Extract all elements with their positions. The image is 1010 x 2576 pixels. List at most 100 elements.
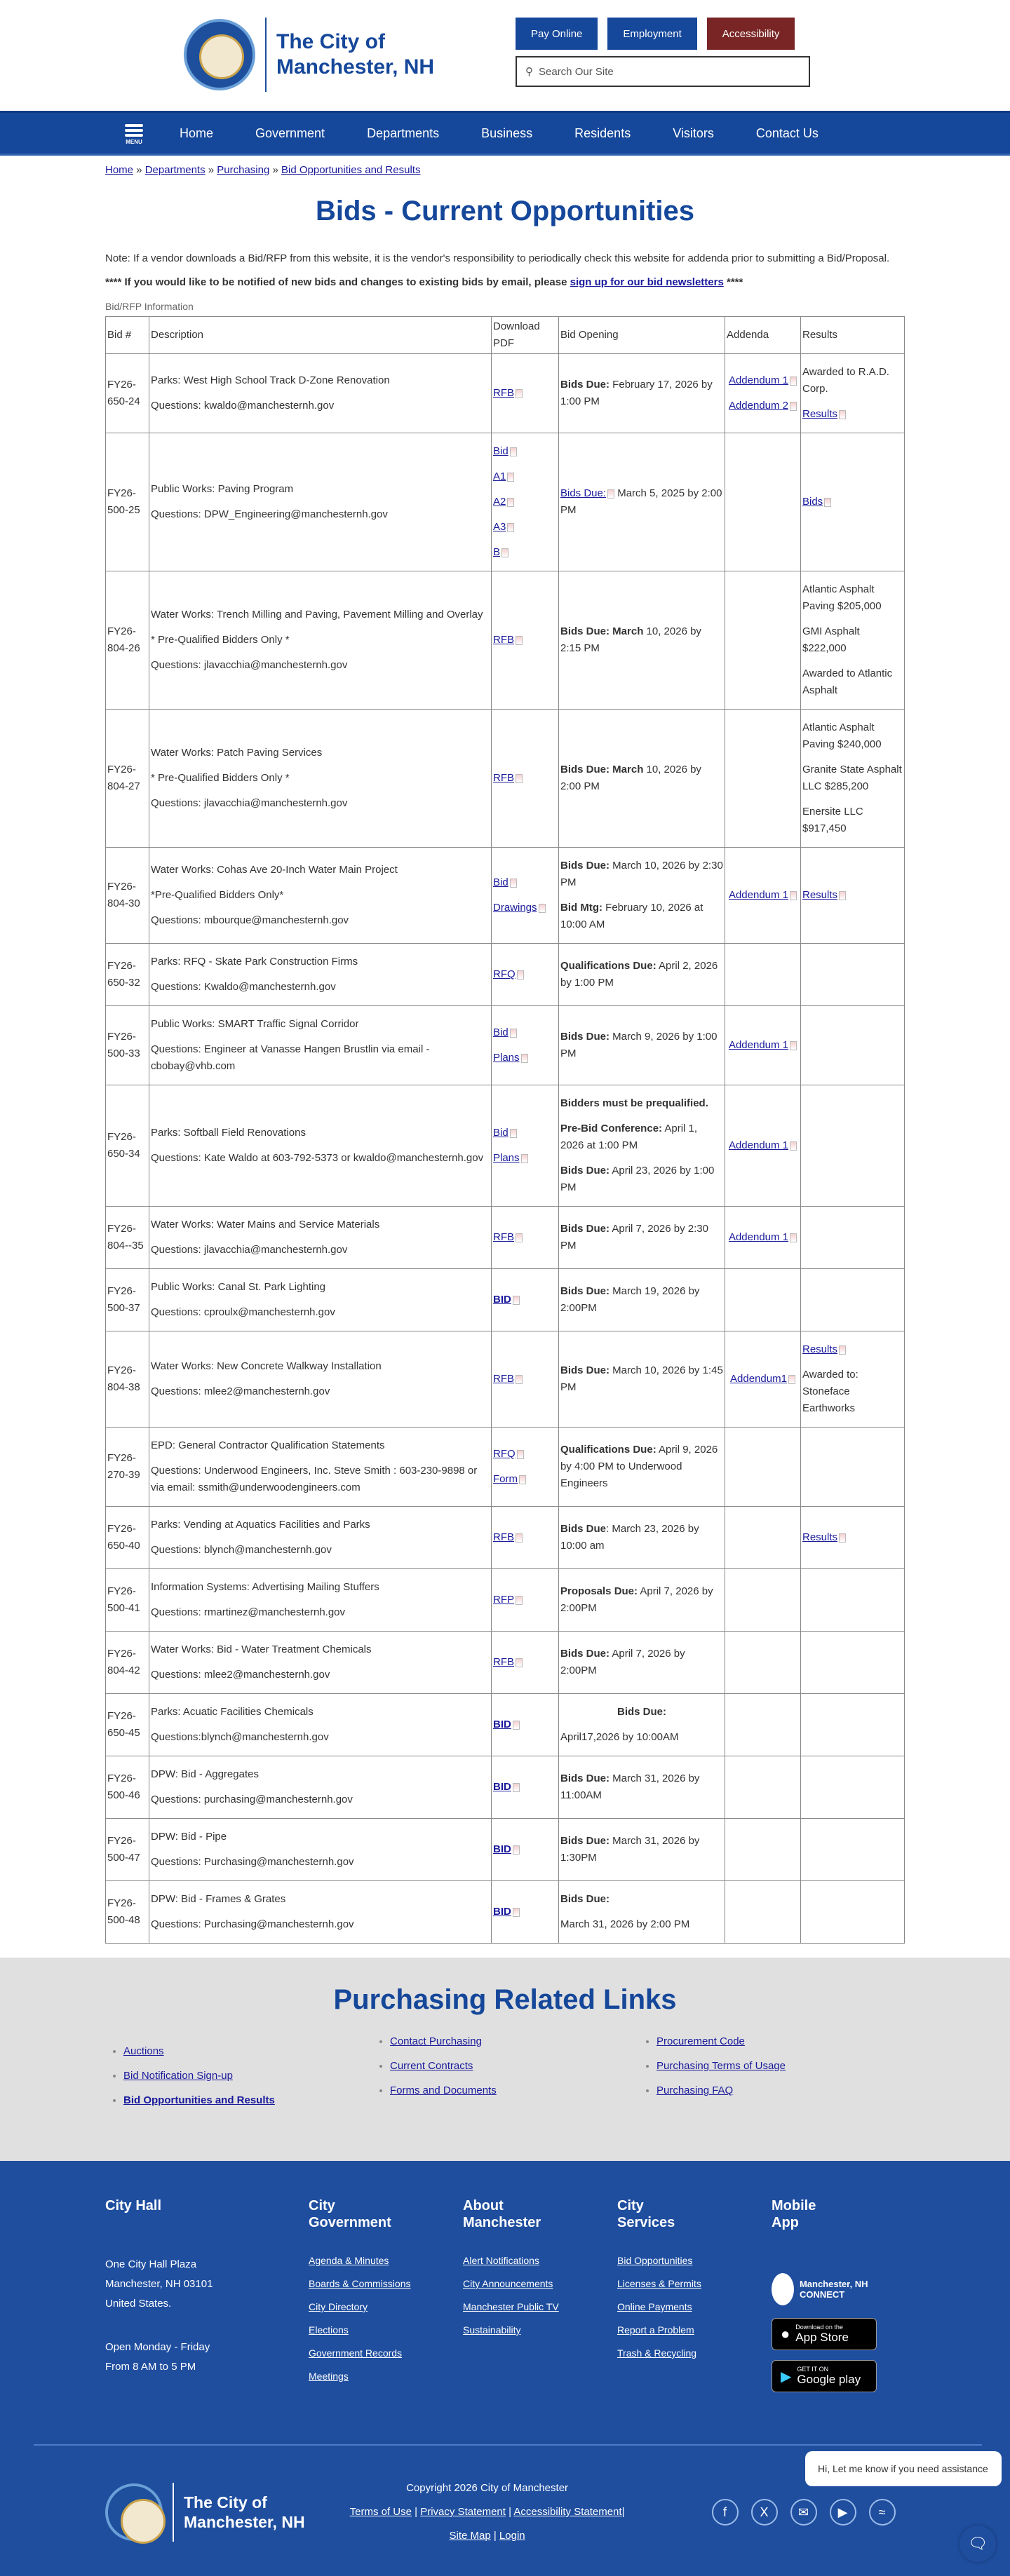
pdf-link[interactable]: BID <box>493 1719 511 1730</box>
pdf-link[interactable]: BID <box>493 1843 511 1855</box>
footer-link[interactable]: Alert Notifications <box>463 2255 539 2266</box>
bids-due-link[interactable]: Bids Due: <box>560 487 607 499</box>
pdf-link[interactable]: Bid <box>493 876 509 888</box>
menu-button[interactable]: MENU <box>125 122 143 145</box>
footer-link[interactable]: Elections <box>309 2324 349 2336</box>
youtube-icon[interactable]: ▶ <box>829 2499 856 2526</box>
addendum-link[interactable]: Addendum 1 <box>728 1231 789 1243</box>
related-link[interactable]: Contact Purchasing <box>390 2035 482 2047</box>
nav-contact-us[interactable]: Contact Us <box>755 126 819 140</box>
pdf-link[interactable]: Bid <box>493 1127 509 1139</box>
pdf-link[interactable]: BID <box>493 1781 511 1793</box>
footer-link[interactable]: Licenses & Permits <box>617 2278 701 2289</box>
footer-link[interactable]: Bid Opportunities <box>617 2255 693 2266</box>
site-map-link[interactable]: Site Map <box>449 2530 491 2542</box>
nav-residents[interactable]: Residents <box>574 126 631 140</box>
pdf-link[interactable]: BID <box>493 1906 511 1918</box>
email-icon[interactable]: ✉ <box>790 2499 817 2526</box>
wifi-icon[interactable]: ≈ <box>868 2499 896 2526</box>
related-link[interactable]: Bid Opportunities and Results <box>123 2094 275 2106</box>
results-link[interactable]: Results <box>802 1343 838 1355</box>
breadcrumb-purchasing[interactable]: Purchasing <box>217 164 270 176</box>
pdf-link[interactable]: Drawings <box>493 902 537 914</box>
pdf-link[interactable]: Plans <box>493 1152 520 1164</box>
chat-button[interactable]: 🗨 <box>959 2526 996 2562</box>
addendum-link[interactable]: Addendum 1 <box>728 889 789 901</box>
related-link[interactable]: Purchasing Terms of Usage <box>656 2060 786 2072</box>
pdf-link[interactable]: A2 <box>493 496 506 508</box>
pdf-link[interactable]: Bid <box>493 445 509 457</box>
pdf-link[interactable]: A1 <box>493 470 506 482</box>
pdf-link[interactable]: RFB <box>493 772 514 784</box>
pdf-link[interactable]: RFB <box>493 634 514 646</box>
footer-link[interactable]: Meetings <box>309 2371 349 2382</box>
footer-link[interactable]: City Announcements <box>463 2278 553 2289</box>
pdf-link[interactable]: Plans <box>493 1052 520 1064</box>
employment-button[interactable]: Employment <box>607 18 697 50</box>
results-link[interactable]: Bids <box>802 496 823 508</box>
breadcrumb-departments[interactable]: Departments <box>144 164 206 176</box>
breadcrumb-home[interactable]: Home <box>105 164 134 176</box>
pdf-link[interactable]: RFQ <box>493 968 516 980</box>
search-input[interactable]: ⚲ Search Our Site <box>516 56 810 87</box>
pdf-link[interactable]: RFB <box>493 1531 514 1543</box>
related-link[interactable]: Procurement Code <box>656 2035 745 2047</box>
pdf-link[interactable]: B <box>493 546 501 558</box>
footer-link[interactable]: Government Records <box>309 2347 403 2359</box>
google-play-badge[interactable]: ▶ GET IT ON Google play <box>772 2360 877 2392</box>
pdf-link[interactable]: RFB <box>493 387 514 399</box>
pdf-link[interactable]: Bid <box>493 1026 509 1038</box>
facebook-icon[interactable]: f <box>711 2499 739 2526</box>
results-link[interactable]: Results <box>802 889 838 901</box>
addendum-link[interactable]: Addendum 2 <box>728 400 789 412</box>
addendum-link[interactable]: Addendum 1 <box>728 374 789 386</box>
footer-link[interactable]: Agenda & Minutes <box>309 2255 389 2266</box>
footer-link[interactable]: Boards & Commissions <box>309 2278 411 2289</box>
newsletter-signup-link[interactable]: sign up for our bid newsletters <box>570 276 724 288</box>
footer-link[interactable]: City Directory <box>309 2301 368 2312</box>
related-link[interactable]: Bid Notification Sign-up <box>123 2070 233 2082</box>
related-link[interactable]: Auctions <box>123 2045 164 2057</box>
addendum-link[interactable]: Addendum 1 <box>728 1139 789 1151</box>
nav-business[interactable]: Business <box>481 126 533 140</box>
pdf-icon <box>516 1449 524 1459</box>
related-link[interactable]: Forms and Documents <box>390 2084 497 2096</box>
terms-link[interactable]: Terms of Use <box>349 2506 412 2518</box>
nav-visitors[interactable]: Visitors <box>673 126 714 140</box>
x-icon[interactable]: X <box>750 2499 778 2526</box>
description-line: Public Works: SMART Traffic Signal Corri… <box>151 1018 359 1030</box>
app-store-badge[interactable]: ● Download on the App Store <box>772 2318 877 2350</box>
related-link[interactable]: Purchasing FAQ <box>656 2084 734 2096</box>
pdf-link[interactable]: A3 <box>493 521 506 533</box>
site-logo[interactable]: The City of Manchester, NH <box>184 18 434 92</box>
footer-link[interactable]: Manchester Public TV <box>463 2301 559 2312</box>
footer-link[interactable]: Trash & Recycling <box>617 2347 697 2359</box>
pdf-link[interactable]: Form <box>493 1473 518 1485</box>
results-link[interactable]: Results <box>802 1531 838 1543</box>
nav-home[interactable]: Home <box>180 126 214 140</box>
pay-online-button[interactable]: Pay Online <box>516 18 598 50</box>
pdf-link[interactable]: BID <box>493 1294 511 1306</box>
accessibility-button[interactable]: Accessibility <box>706 18 795 50</box>
pdf-link[interactable]: RFB <box>493 1231 514 1243</box>
bid-number: FY26-804-42 <box>105 1631 149 1694</box>
accessibility-statement-link[interactable]: Accessibility Statement <box>513 2506 622 2518</box>
login-link[interactable]: Login <box>499 2530 525 2542</box>
pdf-link[interactable]: RFB <box>493 1656 514 1668</box>
pdf-link[interactable]: RFQ <box>493 1448 516 1460</box>
nav-government[interactable]: Government <box>255 126 325 140</box>
footer-logo[interactable]: The City of Manchester, NH <box>105 2483 305 2544</box>
pdf-link[interactable]: RFP <box>493 1594 514 1606</box>
related-link[interactable]: Current Contracts <box>390 2060 473 2072</box>
addendum-link[interactable]: Addendum 1 <box>728 1039 789 1051</box>
breadcrumb-bid-opportunities[interactable]: Bid Opportunities and Results <box>281 164 421 176</box>
manchester-connect-logo[interactable]: Manchester, NH CONNECT <box>772 2273 877 2305</box>
pdf-link[interactable]: RFB <box>493 1373 514 1385</box>
privacy-link[interactable]: Privacy Statement <box>420 2506 506 2518</box>
addendum-link[interactable]: Addendum1 <box>730 1373 787 1385</box>
results-link[interactable]: Results <box>802 408 838 420</box>
nav-departments[interactable]: Departments <box>367 126 440 140</box>
footer-link[interactable]: Online Payments <box>617 2301 692 2312</box>
footer-link[interactable]: Report a Problem <box>617 2324 694 2336</box>
footer-link[interactable]: Sustainability <box>463 2324 521 2336</box>
